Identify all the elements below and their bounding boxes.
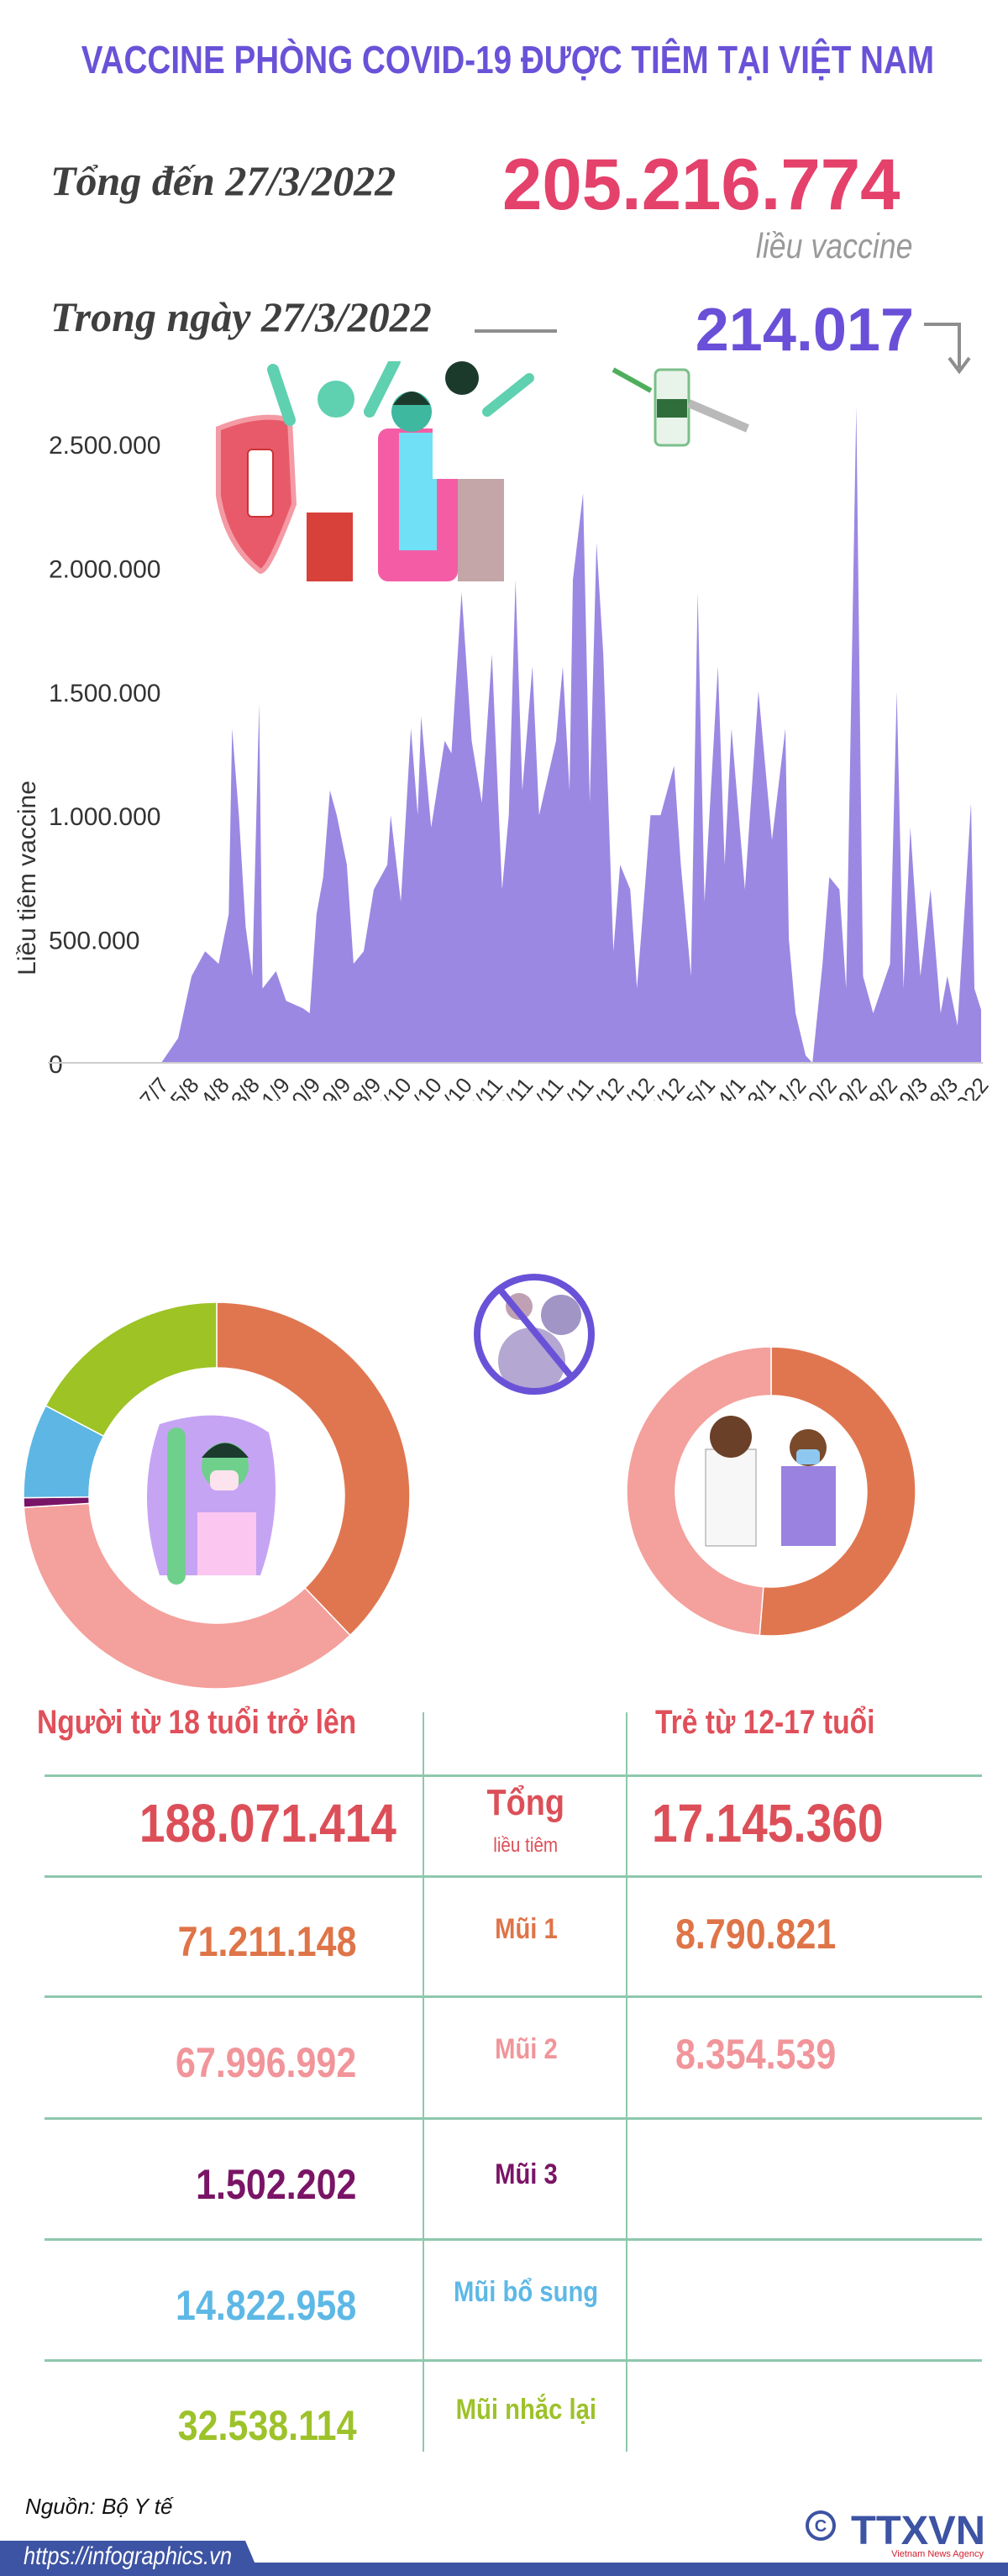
table-divider	[45, 1774, 982, 1777]
row-label: Mũi nhắc lại	[455, 2394, 596, 2426]
source-note: Nguồn: Bộ Y tế	[25, 2494, 173, 2519]
daily-doses-chart: 0 500.000 1.000.000 1.500.000 2.000.000 2.500…	[13, 406, 994, 1101]
footer-tab	[0, 2541, 260, 2576]
svg-text:TTXVN: TTXVN	[851, 2509, 985, 2553]
y-tick-label: 1.500.000	[49, 680, 160, 707]
adults-column-header: Người từ 18 tuổi trở lên	[37, 1704, 357, 1741]
children-value: 8.354.539	[675, 2031, 837, 2078]
table-divider	[45, 2238, 982, 2241]
table-divider	[45, 2117, 982, 2120]
day-value: 214.017	[695, 297, 914, 364]
unit-label: liều vaccine	[755, 226, 912, 265]
row-label: Tổng	[486, 1782, 565, 1823]
row-label: Mũi bổ sung	[453, 2276, 599, 2308]
table-divider	[423, 1712, 424, 2452]
flexing-arm-illustration	[147, 1415, 276, 1585]
y-axis-label: Liều tiêm vaccine	[13, 781, 41, 975]
donut-slice-mũi-1	[216, 1301, 411, 1637]
row-label: Mũi 3	[494, 2158, 558, 2190]
area-series	[161, 406, 981, 1063]
ttxvn-logo: C TTXVN Vietnam News Agency	[806, 2509, 985, 2559]
people-celebrating-illustration	[216, 361, 534, 581]
children-donut-chart	[626, 1346, 916, 1637]
y-tick-label: 0	[49, 1051, 63, 1079]
y-tick-label: 500.000	[49, 928, 139, 955]
row-label: Mũi 2	[494, 2033, 558, 2065]
copyright-icon	[806, 2510, 836, 2541]
vaccine-syringe-illustration	[612, 367, 749, 447]
children-column-header: Trẻ từ 12-17 tuổi	[655, 1704, 875, 1741]
arrow-down-icon	[924, 323, 971, 375]
total-value: 205.216.774	[502, 145, 900, 225]
row-label: Mũi 1	[494, 1913, 558, 1945]
adults-value: 32.538.114	[177, 2402, 356, 2449]
svg-text:Vietnam News Agency: Vietnam News Agency	[891, 2549, 984, 2559]
day-label: Trong ngày 27/3/2022	[50, 293, 432, 340]
adults-value: 71.211.148	[177, 1918, 356, 1965]
donut-slice-mũi-2	[23, 1502, 351, 1690]
footer-url-link[interactable]: https://infographics.vn	[24, 2542, 233, 2570]
adults-value: 14.822.958	[175, 2282, 356, 2329]
y-tick-label: 2.000.000	[49, 555, 160, 583]
donut-slice-mũi-1	[759, 1346, 916, 1637]
adults-value: 1.502.202	[195, 2161, 356, 2208]
table-divider	[626, 1712, 627, 2452]
donut-slice-mũi-2	[626, 1346, 772, 1637]
y-tick-label: 2.500.000	[49, 432, 160, 460]
y-tick-label: 1.000.000	[49, 803, 160, 831]
table-divider	[45, 1995, 982, 1998]
adults-value: 67.996.992	[175, 2039, 356, 2086]
connector-line	[475, 329, 557, 333]
table-divider	[45, 1875, 982, 1878]
children-value: 8.790.821	[675, 1911, 837, 1958]
page-title: VACCINE PHÒNG COVID-19 ĐƯỢC TIÊM TẠI VIỆ…	[81, 38, 935, 81]
nurse-vaccinating-child-illustration	[705, 1416, 836, 1547]
adults-donut-chart	[23, 1301, 411, 1690]
row-sublabel: liều tiêm	[493, 1834, 559, 1857]
total-label: Tổng đến 27/3/2022	[50, 157, 396, 204]
children-total-value: 17.145.360	[652, 1793, 884, 1853]
donut-slice-mũi-nhắc-lại	[45, 1301, 218, 1438]
table-divider	[45, 2359, 982, 2362]
svg-text:C: C	[815, 2517, 827, 2536]
no-virus-icon	[474, 1274, 595, 1395]
adults-total-value: 188.071.414	[139, 1793, 396, 1853]
